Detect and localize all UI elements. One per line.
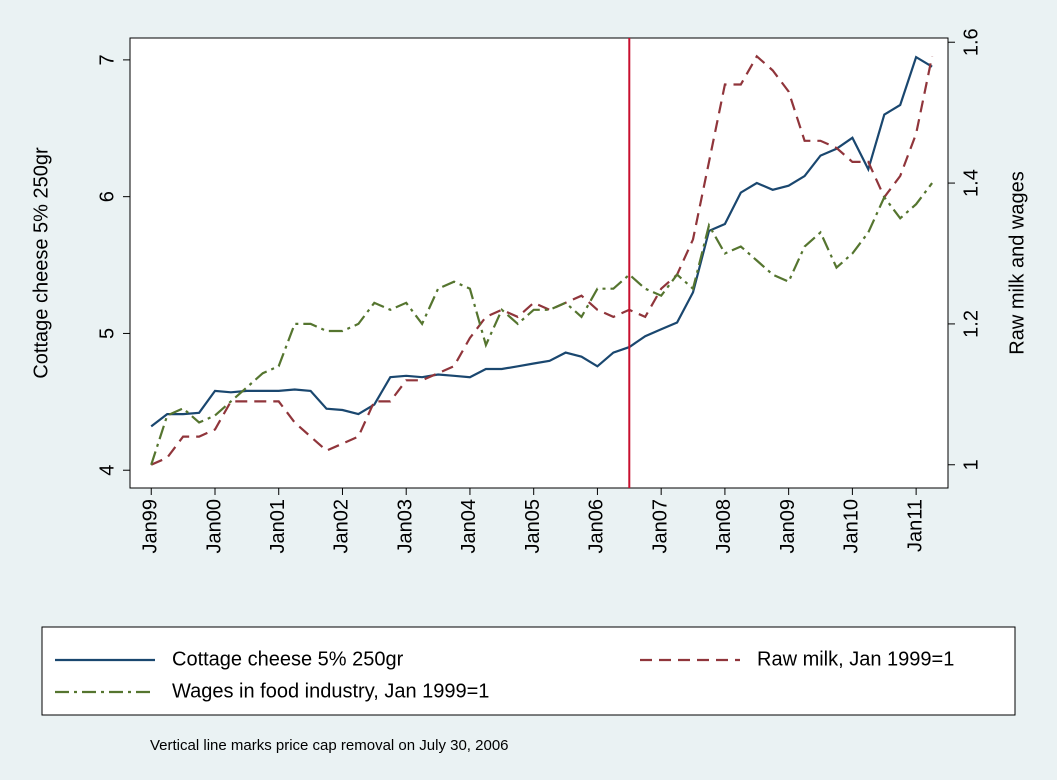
legend-label: Wages in food industry, Jan 1999=1 xyxy=(172,680,489,702)
y-tick-label: 4 xyxy=(96,465,118,476)
y2-axis-title: Raw milk and wages xyxy=(1006,171,1028,354)
y-axis-title: Cottage cheese 5% 250gr xyxy=(30,147,52,379)
x-tick-label: Jan99 xyxy=(140,499,162,554)
x-tick-label: Jan09 xyxy=(777,499,799,554)
x-tick-label: Jan08 xyxy=(713,499,735,554)
legend xyxy=(41,626,1016,716)
plot-area xyxy=(129,37,949,489)
x-tick-label: Jan00 xyxy=(203,499,225,554)
y-tick-label: 6 xyxy=(96,191,118,202)
x-tick-label: Jan11 xyxy=(904,499,926,552)
x-tick-label: Jan07 xyxy=(649,499,671,554)
x-tick-label: Jan04 xyxy=(458,499,480,554)
x-tick-label: Jan06 xyxy=(586,499,608,554)
y-tick-label: 7 xyxy=(96,54,118,65)
x-tick-label: Jan01 xyxy=(267,499,289,554)
y2-tick-label: 1 xyxy=(960,459,982,470)
x-tick-label: Jan02 xyxy=(331,499,353,554)
y2-tick-label: 1.2 xyxy=(960,310,982,338)
note: Vertical line marks price cap removal on… xyxy=(150,737,509,754)
y2-tick-label: 1.4 xyxy=(960,169,982,197)
y-tick-label: 5 xyxy=(96,328,118,339)
x-tick-label: Jan10 xyxy=(841,499,863,554)
series-line xyxy=(150,55,933,428)
series-line xyxy=(150,54,934,466)
y2-tick-label: 1.6 xyxy=(960,28,982,56)
legend-label: Cottage cheese 5% 250gr xyxy=(172,648,404,670)
legend-label: Raw milk, Jan 1999=1 xyxy=(757,648,954,670)
series-line xyxy=(150,182,933,466)
x-tick-label: Jan05 xyxy=(522,499,544,554)
x-tick-label: Jan03 xyxy=(394,499,416,554)
